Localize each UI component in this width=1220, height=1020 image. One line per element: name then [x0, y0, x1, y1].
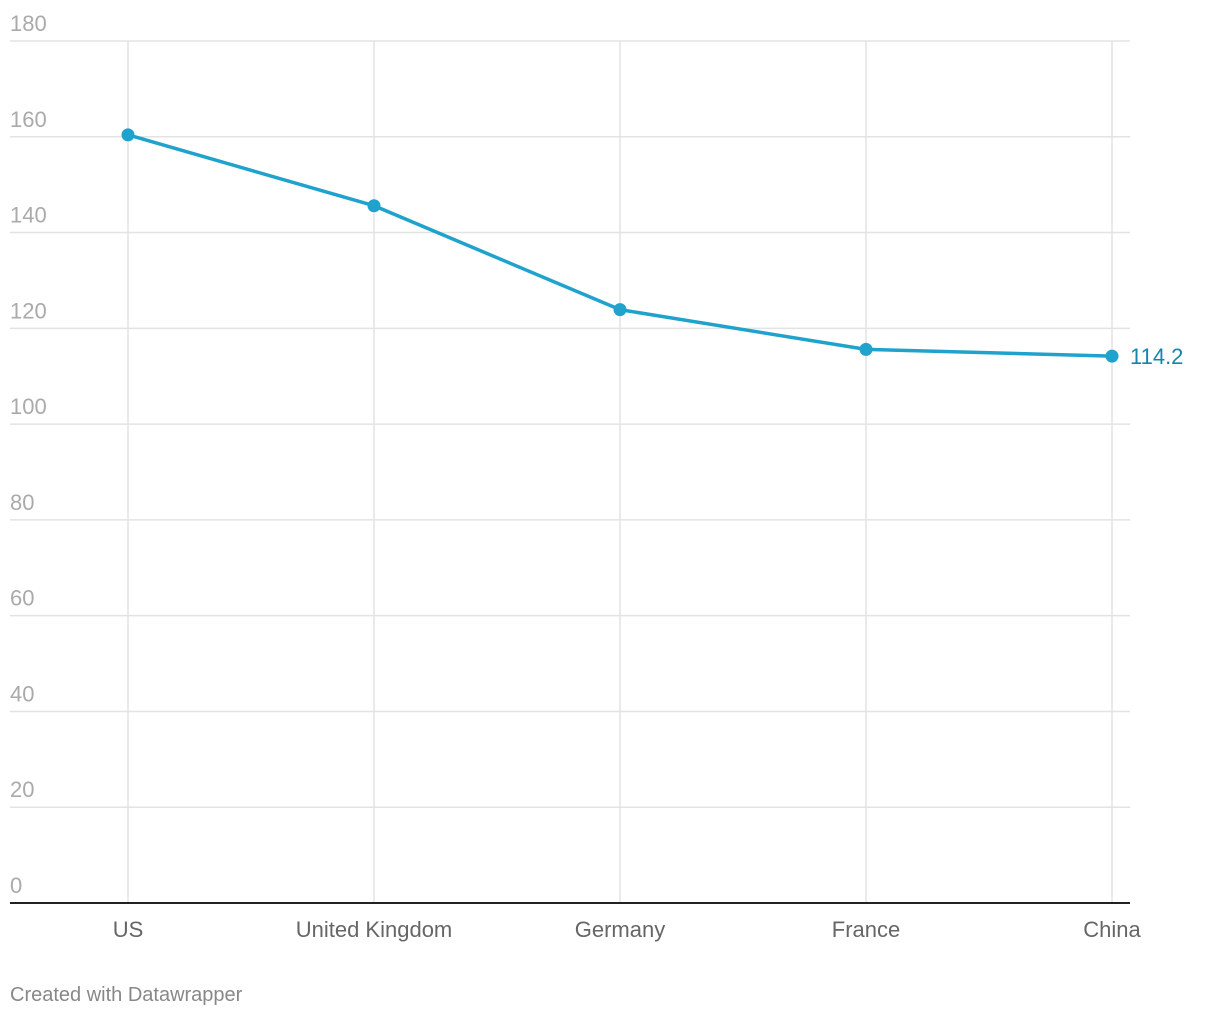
y-tick-label: 140	[10, 203, 47, 228]
line-chart: 0 20 40 60 80 100 120 140 160 180 US United Kingdo…	[10, 11, 1183, 942]
x-tick-label: US	[113, 917, 144, 942]
data-point-china	[1105, 349, 1119, 363]
x-tick-label: China	[1083, 917, 1141, 942]
y-tick-labels: 0 20 40 60 80 100 120 140 160 180	[10, 11, 47, 898]
x-tick-label: United Kingdom	[296, 917, 453, 942]
y-tick-label: 60	[10, 586, 34, 611]
data-point-us	[121, 128, 135, 142]
data-point-united-kingdom	[367, 199, 381, 213]
footer-credit: Created with Datawrapper	[10, 984, 243, 1006]
y-tick-label: 20	[10, 777, 34, 802]
y-gridlines	[10, 40, 1130, 808]
y-tick-label: 40	[10, 681, 34, 706]
data-points	[121, 128, 1119, 363]
x-tick-label: France	[832, 917, 900, 942]
x-tick-label: Germany	[575, 917, 665, 942]
y-tick-label: 100	[10, 394, 47, 419]
value-labels: 114.2	[1130, 344, 1183, 369]
y-tick-label: 160	[10, 107, 47, 132]
data-point-france	[859, 342, 873, 356]
data-point-germany	[613, 303, 627, 317]
y-tick-label: 0	[10, 873, 22, 898]
y-tick-label: 180	[10, 11, 47, 36]
y-tick-label: 120	[10, 298, 47, 323]
y-tick-label: 80	[10, 490, 34, 515]
x-tick-labels: US United Kingdom Germany France China	[113, 917, 1142, 942]
x-gridlines	[127, 41, 1113, 903]
value-label-china: 114.2	[1130, 344, 1183, 369]
